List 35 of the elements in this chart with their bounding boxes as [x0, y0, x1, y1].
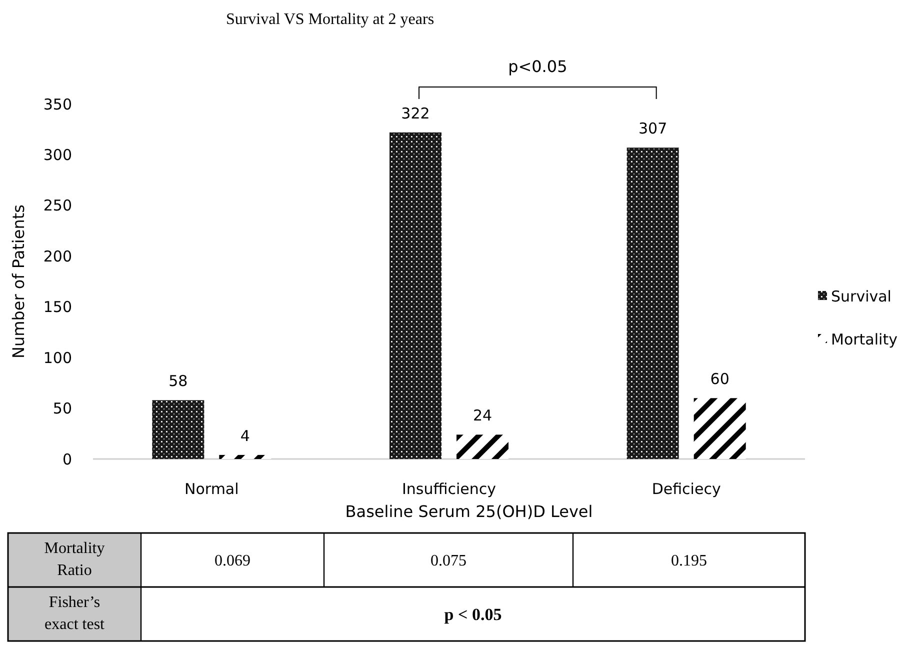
- y-tick-label: 0: [62, 450, 72, 468]
- bar: [390, 132, 442, 459]
- data-label: 307: [638, 120, 668, 138]
- text: p<0.05: [508, 57, 568, 76]
- y-tick-label: 350: [43, 95, 72, 114]
- bar: [456, 434, 508, 459]
- chart-title: Survival VS Mortality at 2 years: [226, 11, 434, 28]
- x-tick-label: Deficiecy: [652, 480, 721, 498]
- y-tick-label: 200: [43, 247, 72, 266]
- x-tick-label: Insufficiency: [402, 480, 496, 498]
- bar: [626, 148, 679, 459]
- y-tick-label: 150: [43, 298, 72, 316]
- text: Mortality Ratio: [44, 540, 105, 579]
- data-label: 24: [472, 406, 492, 425]
- text: 0.069: [214, 552, 250, 570]
- text: Fisher’s exact test: [44, 594, 106, 633]
- text: 0.075: [430, 552, 466, 570]
- y-tick-label: 50: [52, 400, 72, 418]
- bar: [694, 398, 746, 459]
- text: 0.195: [671, 552, 707, 570]
- data-label: 60: [710, 370, 730, 388]
- y-tick-label: 100: [43, 348, 72, 367]
- text: p < 0.05: [444, 604, 502, 624]
- legend-label: Mortality: [831, 330, 898, 348]
- bar: [152, 400, 204, 459]
- data-label: 58: [168, 372, 188, 390]
- legend-label: Survival: [831, 287, 892, 306]
- data-label: 322: [401, 104, 430, 122]
- data-label: 4: [240, 426, 250, 445]
- bar: [219, 454, 272, 459]
- y-axis-title: Number of Patients: [9, 204, 28, 358]
- x-tick-label: Normal: [184, 480, 239, 498]
- y-tick-label: 250: [43, 196, 72, 215]
- x-axis-title: Baseline Serum 25(OH)D Level: [345, 502, 593, 521]
- y-tick-label: 300: [43, 146, 72, 164]
